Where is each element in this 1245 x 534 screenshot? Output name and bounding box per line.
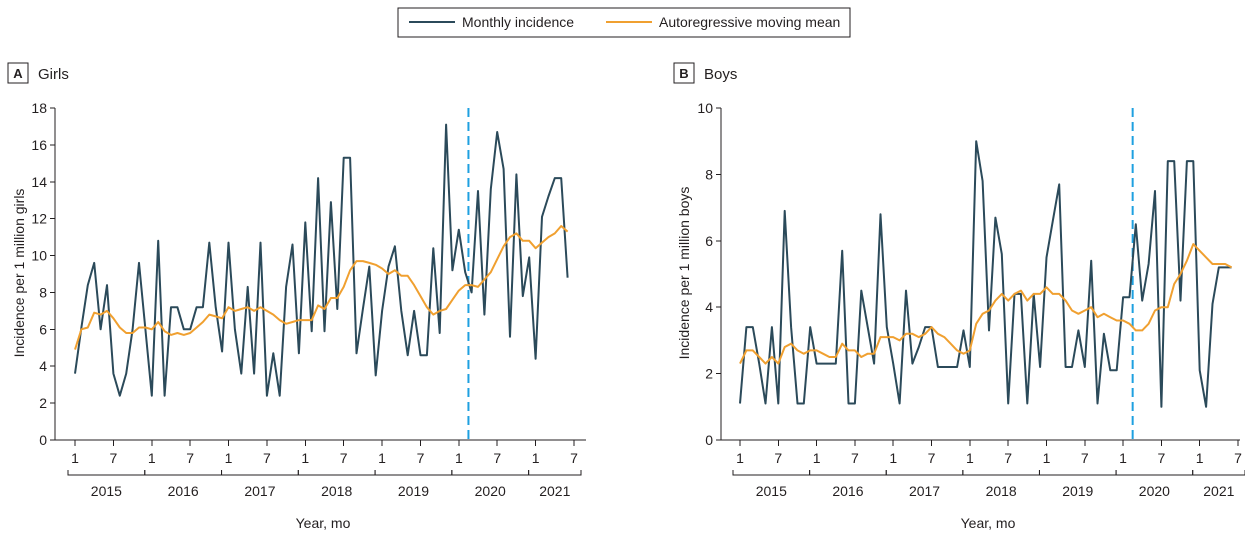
year-label: 2017 [244, 483, 275, 499]
x-tick-label: 1 [1196, 450, 1204, 466]
year-bracket [1115, 470, 1194, 476]
year-label: 2021 [1203, 483, 1234, 499]
legend-label-monthly: Monthly incidence [462, 14, 574, 30]
year-label: 2021 [539, 483, 570, 499]
x-tick-label: 7 [1234, 450, 1242, 466]
year-bracket [528, 470, 582, 476]
panel-a-letter: A [13, 66, 23, 81]
monthly-incidence-line [739, 140, 1232, 408]
panel-b-y-axis-title: Incidence per 1 million boys [676, 187, 692, 360]
year-bracket [962, 470, 1040, 476]
year-label: 2015 [91, 483, 122, 499]
y-tick-label: 2 [705, 366, 713, 382]
year-bracket [297, 470, 376, 476]
moving-mean-line [74, 225, 569, 350]
x-tick-label: 7 [1004, 450, 1012, 466]
x-tick-label: 7 [851, 450, 859, 466]
y-tick-label: 4 [39, 358, 47, 374]
x-tick-label: 1 [148, 450, 156, 466]
year-label: 2017 [909, 483, 940, 499]
year-bracket [221, 470, 299, 476]
panel-a-plot: 0 2 4 6 8 10 12 14 16 18 1 7 2015 1 7 2016 1 7 2017 1 7 2018 1… [31, 100, 586, 499]
x-tick-label: 1 [736, 450, 744, 466]
y-tick-label: 16 [31, 137, 47, 153]
year-label: 2020 [1139, 483, 1170, 499]
x-tick-label: 1 [813, 450, 821, 466]
x-tick-label: 1 [378, 450, 386, 466]
year-bracket [809, 470, 887, 476]
x-tick-label: 7 [928, 450, 936, 466]
y-tick-label: 0 [39, 432, 47, 448]
y-tick-label: 2 [39, 395, 47, 411]
year-label: 2018 [321, 483, 352, 499]
y-tick-label: 10 [697, 100, 713, 116]
y-tick-label: 4 [705, 299, 713, 315]
year-label: 2015 [756, 483, 787, 499]
x-tick-label: 7 [1157, 450, 1165, 466]
year-bracket [451, 470, 530, 476]
x-tick-label: 7 [109, 450, 117, 466]
panel-a-y-axis-title: Incidence per 1 million girls [11, 189, 27, 358]
year-label: 2019 [398, 483, 429, 499]
year-label: 2016 [168, 483, 199, 499]
year-bracket [144, 470, 223, 476]
y-tick-label: 10 [31, 248, 47, 264]
y-tick-label: 0 [705, 432, 713, 448]
x-tick-label: 1 [966, 450, 974, 466]
y-tick-label: 6 [39, 321, 47, 337]
year-bracket [67, 470, 146, 476]
x-tick-label: 1 [71, 450, 79, 466]
x-tick-label: 7 [340, 450, 348, 466]
x-tick-label: 7 [417, 450, 425, 466]
panel-b-title: Boys [704, 66, 737, 83]
x-tick-label: 7 [493, 450, 501, 466]
y-tick-label: 8 [705, 166, 713, 182]
x-tick-label: 1 [889, 450, 897, 466]
panel-b-letter: B [679, 66, 688, 81]
y-tick-label: 6 [705, 233, 713, 249]
monthly-incidence-line [74, 123, 569, 397]
x-tick-label: 7 [1081, 450, 1089, 466]
x-tick-label: 7 [263, 450, 271, 466]
panel-a-x-axis-title: Year, mo [296, 515, 351, 531]
x-tick-label: 7 [774, 450, 782, 466]
y-tick-label: 8 [39, 284, 47, 300]
y-tick-label: 14 [31, 174, 47, 190]
legend: Monthly incidence Autoregressive moving … [397, 7, 851, 38]
x-tick-label: 1 [1119, 450, 1127, 466]
x-tick-label: 1 [225, 450, 233, 466]
x-tick-label: 1 [301, 450, 309, 466]
x-tick-label: 1 [532, 450, 540, 466]
panel-a-badge [7, 62, 29, 84]
x-tick-label: 7 [570, 450, 578, 466]
panel-b-badge [673, 62, 695, 84]
y-tick-label: 12 [31, 211, 47, 227]
x-tick-label: 1 [1043, 450, 1051, 466]
year-bracket [374, 470, 453, 476]
y-tick-label: 18 [31, 100, 47, 116]
year-bracket [1192, 470, 1245, 476]
x-tick-label: 1 [455, 450, 463, 466]
panel-b-x-axis-title: Year, mo [961, 515, 1016, 531]
year-label: 2020 [475, 483, 506, 499]
panel-b-plot: 0 2 4 6 8 10 1 7 2015 1 7 2016 1 7 2017 1 7 2018 1 7 2019 1 7 2… [697, 100, 1245, 499]
year-label: 2016 [832, 483, 863, 499]
panel-a-title: Girls [38, 66, 69, 83]
panel-girls: A Girls Incidence per 1 million girls Ye… [7, 62, 586, 531]
legend-label-moving-mean: Autoregressive moving mean [659, 14, 840, 30]
year-bracket [1038, 470, 1117, 476]
year-bracket [732, 470, 811, 476]
year-label: 2019 [1062, 483, 1093, 499]
moving-mean-line [739, 243, 1233, 365]
panel-boys: B Boys Incidence per 1 million boys Year… [673, 62, 1245, 531]
year-bracket [885, 470, 964, 476]
x-tick-label: 7 [186, 450, 194, 466]
year-label: 2018 [986, 483, 1017, 499]
